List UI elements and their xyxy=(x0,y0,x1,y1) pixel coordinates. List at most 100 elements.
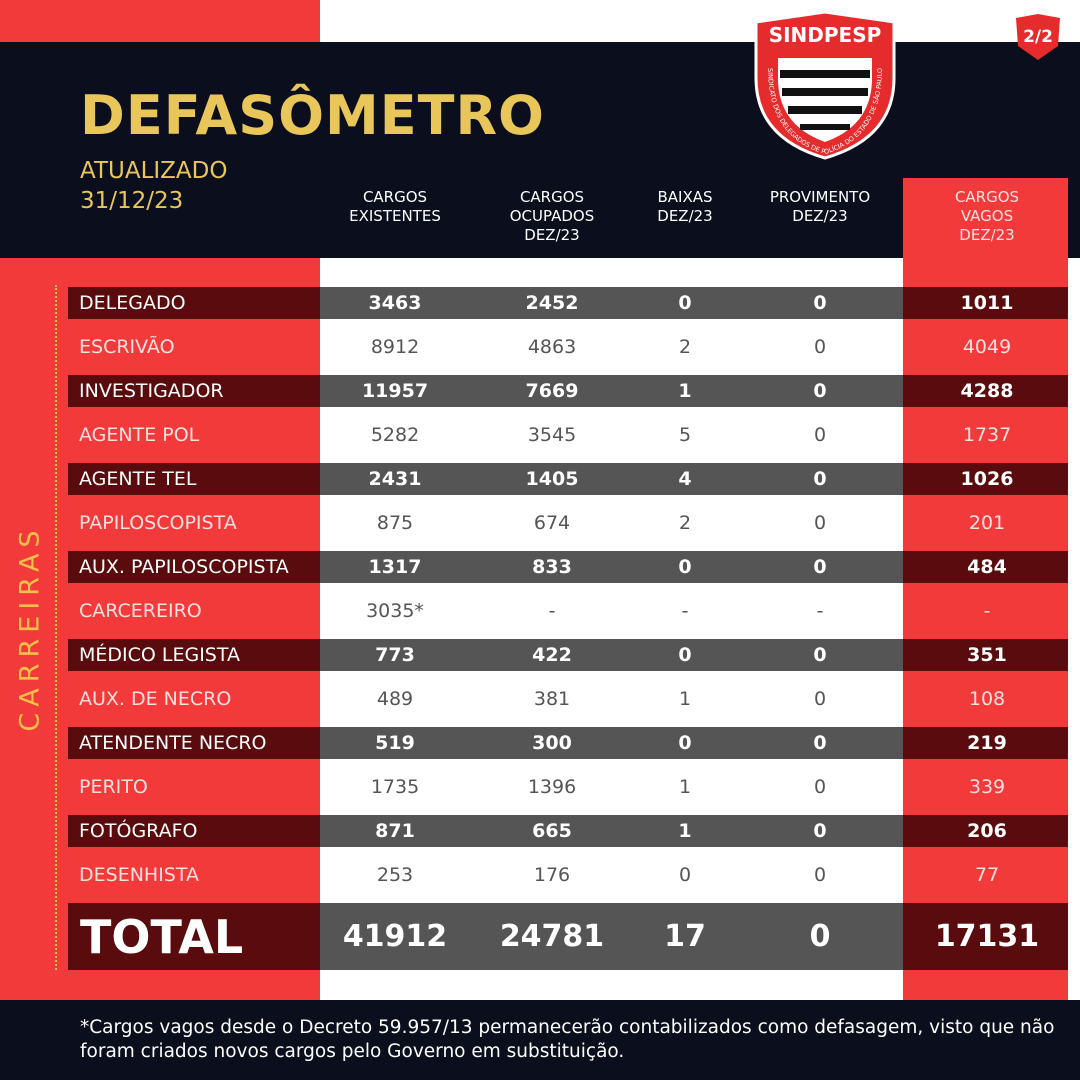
row-value: 875 xyxy=(376,512,414,534)
row-value: 0 xyxy=(813,776,827,798)
row-value: - xyxy=(681,600,689,622)
row-value: 4049 xyxy=(962,336,1012,358)
total-bg-middle xyxy=(320,903,903,970)
row-value: 674 xyxy=(533,512,571,534)
row-value: 8912 xyxy=(370,336,420,358)
row-value: 201 xyxy=(968,512,1006,534)
column-header: CARGOS OCUPADOS DEZ/23 xyxy=(509,188,595,244)
row-value: 0 xyxy=(813,292,827,314)
row-bg-label xyxy=(68,639,320,671)
row-value: 519 xyxy=(375,732,415,754)
row-label: CARCEREIRO xyxy=(79,600,202,622)
row-value: 77 xyxy=(974,864,1000,886)
bg-footer xyxy=(0,1000,1080,1080)
row-value: 0 xyxy=(813,820,827,842)
row-value: 484 xyxy=(967,556,1007,578)
column-header: CARGOS EXISTENTES xyxy=(349,188,441,225)
updated-date: 31/12/23 xyxy=(80,188,184,214)
row-value: 833 xyxy=(532,556,572,578)
row-bg-label xyxy=(68,727,320,759)
row-value: 0 xyxy=(813,688,827,710)
total-value: 17 xyxy=(664,919,706,954)
row-bg-middle xyxy=(320,815,903,847)
row-bg-right xyxy=(903,551,1068,583)
row-value: 0 xyxy=(678,644,692,666)
row-bg-label xyxy=(68,551,320,583)
row-value: 2 xyxy=(678,512,692,534)
row-bg-middle xyxy=(320,639,903,671)
total-value: 41912 xyxy=(342,919,448,954)
row-label: MÉDICO LEGISTA xyxy=(79,644,240,666)
row-value: 422 xyxy=(532,644,572,666)
row-value: 1 xyxy=(678,776,692,798)
row-value: 219 xyxy=(967,732,1007,754)
row-value: 1735 xyxy=(370,776,420,798)
row-value: 1 xyxy=(678,380,692,402)
row-label: PERITO xyxy=(79,776,148,798)
row-value: 2452 xyxy=(525,292,579,314)
row-value: 0 xyxy=(678,864,692,886)
total-bg-right xyxy=(903,903,1068,970)
logo-name: SINDPESP xyxy=(769,23,882,47)
column-header: BAIXAS DEZ/23 xyxy=(657,188,713,225)
logo-stripe xyxy=(788,106,862,114)
row-value: 0 xyxy=(813,424,827,446)
row-value: 2431 xyxy=(368,468,422,490)
row-value: 773 xyxy=(375,644,415,666)
row-bg-middle xyxy=(320,375,903,407)
updated-label: ATUALIZADO xyxy=(80,158,228,184)
badge: 2/2 xyxy=(1016,14,1060,60)
row-label: DESENHISTA xyxy=(79,864,199,886)
row-value: 1317 xyxy=(368,556,422,578)
row-value: 0 xyxy=(678,556,692,578)
row-bg-right xyxy=(903,815,1068,847)
total-value: 0 xyxy=(809,919,831,954)
badge-shape xyxy=(1016,14,1060,60)
row-value: 3545 xyxy=(527,424,577,446)
row-label: AUX. DE NECRO xyxy=(79,688,232,710)
total-value: 17131 xyxy=(934,919,1040,954)
column-header: PROVIMENTO DEZ/23 xyxy=(769,188,871,225)
footnote: *Cargos vagos desde o Decreto 59.957/13 … xyxy=(80,1017,1055,1062)
bg-red-top xyxy=(0,0,320,42)
total-bg-label xyxy=(68,903,320,970)
row-value: 0 xyxy=(813,336,827,358)
row-value: - xyxy=(816,600,824,622)
row-value: 0 xyxy=(813,468,827,490)
row-bg-right xyxy=(903,375,1068,407)
row-bg-right xyxy=(903,463,1068,495)
row-bg-right xyxy=(903,287,1068,319)
row-value: 1396 xyxy=(527,776,577,798)
row-value: 4 xyxy=(678,468,692,490)
row-value: 1026 xyxy=(960,468,1014,490)
title: DEFASÔMETRO xyxy=(80,84,545,147)
row-value: 339 xyxy=(968,776,1006,798)
row-value: 11957 xyxy=(361,380,429,402)
row-value: 1 xyxy=(678,688,692,710)
row-value: - xyxy=(548,600,556,622)
logo-stripe xyxy=(782,88,868,96)
row-value: 176 xyxy=(533,864,571,886)
row-label: ATENDENTE NECRO xyxy=(79,732,267,754)
row-label: PAPILOSCOPISTA xyxy=(79,512,237,534)
bg-header xyxy=(0,42,1080,258)
row-value: 2 xyxy=(678,336,692,358)
row-bg-label xyxy=(68,815,320,847)
row-label: AUX. PAPILOSCOPISTA xyxy=(79,556,289,578)
row-value: 253 xyxy=(376,864,414,886)
row-value: 1 xyxy=(678,820,692,842)
row-value: 5282 xyxy=(370,424,420,446)
row-value: 0 xyxy=(813,512,827,534)
row-bg-right xyxy=(903,727,1068,759)
row-label: AGENTE TEL xyxy=(79,468,197,490)
logo-inner xyxy=(778,58,872,142)
row-value: 300 xyxy=(532,732,572,754)
total-label: TOTAL xyxy=(80,909,244,964)
row-value: 3463 xyxy=(368,292,422,314)
row-bg-middle xyxy=(320,727,903,759)
row-value: 0 xyxy=(813,732,827,754)
row-value: 381 xyxy=(533,688,571,710)
row-value: 665 xyxy=(532,820,572,842)
row-value: 1011 xyxy=(960,292,1014,314)
